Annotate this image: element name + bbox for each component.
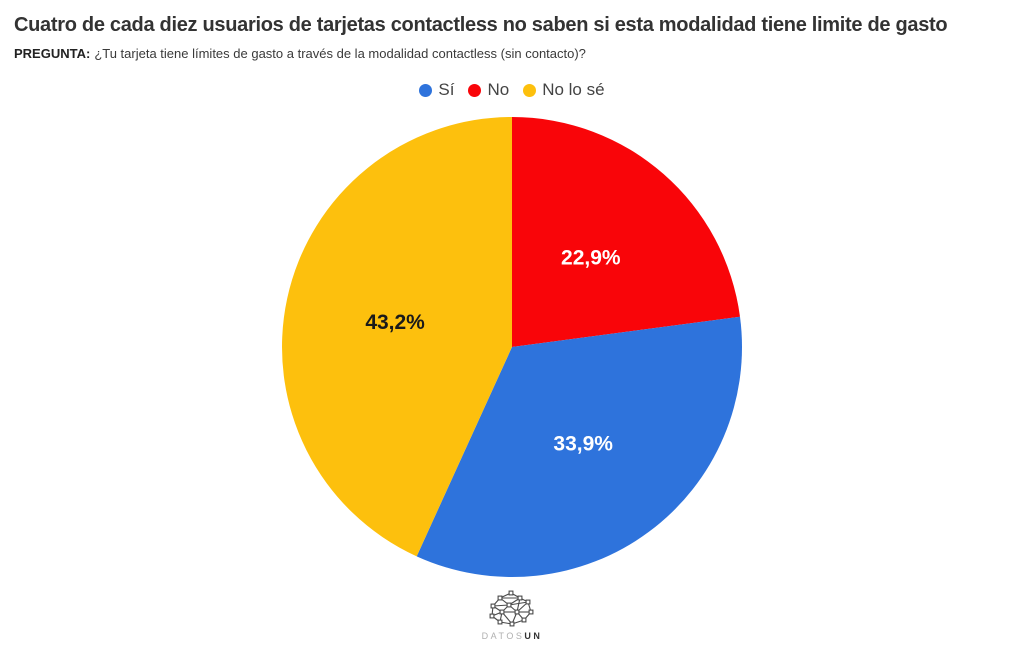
logo-text-datos: DATOS [481, 631, 525, 641]
chart-header: Cuatro de cada diez usuarios de tarjetas… [14, 14, 1010, 61]
question-label: PREGUNTA: [14, 46, 91, 61]
logo-nodes [489, 590, 534, 627]
legend-item: No [468, 80, 509, 100]
logo-text: DATOSUN [482, 631, 543, 641]
pie-slice-label: 33,9% [553, 433, 613, 456]
legend-label: Sí [438, 80, 455, 99]
legend: Sí No No lo sé [0, 80, 1024, 100]
legend-item: No lo sé [523, 80, 605, 100]
legend-color-dot [468, 83, 482, 97]
legend-color-dot [523, 83, 537, 97]
legend-label: No lo sé [542, 80, 605, 99]
chart-title: Cuatro de cada diez usuarios de tarjetas… [14, 14, 948, 36]
legend-label: No [487, 80, 510, 99]
footer: DATOSUN [0, 590, 1024, 641]
pie-slice [416, 316, 742, 577]
pie-slice [282, 117, 512, 557]
chart-question: PREGUNTA: ¿Tu tarjeta tiene límites de ga… [14, 46, 1010, 61]
question-text: ¿Tu tarjeta tiene límites de gasto a tra… [94, 46, 586, 61]
legend-item: Sí [419, 80, 454, 100]
pie-slice-label: 43,2% [365, 311, 425, 334]
pie-slice-label: 22,9% [561, 247, 621, 270]
logo-text-un: UN [524, 631, 543, 641]
legend-color-dot [419, 83, 433, 97]
pie-slice [512, 117, 740, 347]
datosun-network-logo-icon [489, 590, 534, 627]
